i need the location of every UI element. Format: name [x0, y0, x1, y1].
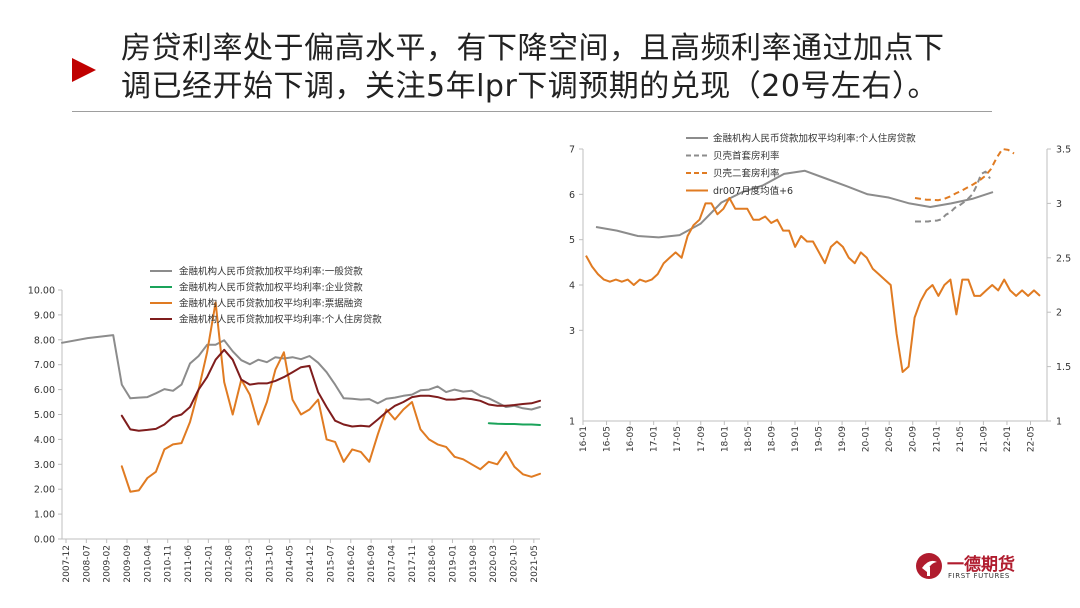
x-tick-label: 2021-05 — [530, 545, 540, 583]
left-tick-label: 5 — [569, 235, 575, 246]
title-arrow-icon — [72, 58, 96, 82]
x-tick-label: 2016-02 — [347, 545, 357, 583]
x-tick-label: 17-09 — [697, 426, 707, 452]
series-line-1 — [61, 334, 541, 411]
legend-label: 贝壳二套房利率 — [713, 168, 780, 180]
x-tick-label: 22-01 — [1003, 426, 1013, 452]
title-divider — [72, 111, 992, 112]
logo-emblem-icon — [916, 553, 942, 579]
x-tick-label: 2011-06 — [184, 545, 194, 583]
x-tick-label: 21-05 — [956, 426, 966, 452]
x-tick-label: 2008-07 — [82, 545, 92, 583]
left-tick-label: 7 — [569, 145, 575, 156]
right-tick-label: 3.5 — [1056, 145, 1071, 156]
x-tick-label: 2013-03 — [245, 545, 255, 583]
series-line-1 — [595, 169, 994, 239]
y-tick-label: 3.00 — [34, 460, 55, 471]
x-tick-label: 2010-04 — [143, 545, 153, 583]
x-tick-label: 19-05 — [815, 426, 825, 452]
x-tick-label: 2013-10 — [265, 545, 275, 583]
right-tick-label: 3 — [1056, 199, 1062, 210]
left-tick-label: 4 — [569, 281, 575, 292]
x-tick-label: 2020-10 — [509, 545, 519, 583]
x-tick-label: 2009-02 — [103, 545, 113, 583]
x-tick-label: 2012-08 — [225, 545, 235, 583]
x-tick-label: 17-01 — [650, 426, 660, 452]
right-tick-label: 2 — [1056, 308, 1062, 319]
x-tick-label: 2019-01 — [448, 545, 458, 583]
x-tick-label: 2016-09 — [367, 545, 377, 583]
y-tick-label: 1.00 — [34, 510, 55, 521]
x-tick-label: 2014-05 — [286, 545, 296, 583]
legend-label: 贝壳首套房利率 — [713, 150, 780, 162]
x-tick-label: 2014-12 — [306, 545, 316, 583]
title-line-2: 调已经开始下调，关注5年lpr下调预期的兑现（20号左右）。 — [121, 69, 938, 104]
x-tick-label: 2010-11 — [164, 545, 174, 583]
legend-label: 金融机构人民币贷款加权平均利率:票据融资 — [179, 298, 363, 310]
x-tick-label: 2009-09 — [123, 545, 133, 583]
logo-text-cn: 一德期货 — [947, 555, 1015, 575]
legend-label: 金融机构人民币贷款加权平均利率:个人住房贷款 — [713, 133, 916, 145]
x-tick-label: 16-09 — [626, 426, 636, 452]
left-tick-label: 3 — [569, 326, 575, 337]
page-title: 房贷利率处于偏高水平，有下降空间，且高频利率通过加点下 调已经开始下调，关注5年… — [121, 30, 1021, 106]
left-tick-label: 1 — [569, 417, 575, 428]
x-tick-label: 18-01 — [720, 426, 730, 452]
x-tick-label: 21-01 — [932, 426, 942, 452]
x-tick-label: 19-01 — [791, 426, 801, 452]
x-tick-label: 20-01 — [862, 426, 872, 452]
y-tick-label: 6.00 — [34, 385, 55, 396]
legend-label: dr007月度均值+6 — [713, 185, 793, 197]
x-tick-label: 18-09 — [767, 426, 777, 452]
x-tick-label: 2017-11 — [408, 545, 418, 583]
series-line-3 — [914, 148, 1015, 202]
series-line-4 — [585, 197, 1041, 373]
x-tick-label: 2015-07 — [326, 545, 336, 583]
x-tick-label: 2018-06 — [428, 545, 438, 583]
y-tick-label: 7.00 — [34, 360, 55, 371]
series-line-3 — [120, 301, 541, 493]
x-tick-label: 18-05 — [744, 426, 754, 452]
x-tick-label: 16-01 — [579, 426, 589, 452]
legend-label: 金融机构人民币贷款加权平均利率:个人住房贷款 — [179, 314, 382, 326]
right-tick-label: 2.5 — [1056, 253, 1071, 264]
legend-label: 金融机构人民币贷款加权平均利率:一般贷款 — [179, 266, 363, 278]
right-tick-label: 1 — [1056, 417, 1062, 428]
series-line-2 — [487, 422, 541, 426]
title-line-1: 房贷利率处于偏高水平，有下降空间，且高频利率通过加点下 — [121, 31, 945, 66]
x-tick-label: 22-05 — [1027, 426, 1037, 452]
y-tick-label: 10.00 — [28, 286, 55, 297]
y-tick-label: 8.00 — [34, 335, 55, 346]
x-tick-label: 16-05 — [603, 426, 613, 452]
legend-label: 金融机构人民币贷款加权平均利率:企业贷款 — [179, 282, 363, 294]
x-tick-label: 21-09 — [979, 426, 989, 452]
y-tick-label: 9.00 — [34, 310, 55, 321]
series-line-2 — [915, 170, 991, 223]
y-tick-label: 5.00 — [34, 410, 55, 421]
series-line-4 — [120, 348, 541, 432]
x-tick-label: 2012-01 — [204, 545, 214, 583]
y-tick-label: 2.00 — [34, 485, 55, 496]
x-tick-label: 2019-08 — [469, 545, 479, 583]
left-tick-label: 6 — [569, 190, 575, 201]
x-tick-label: 20-05 — [885, 426, 895, 452]
x-tick-label: 20-09 — [909, 426, 919, 452]
company-logo: 一德期货 FIRST FUTURES — [915, 548, 1025, 588]
right-tick-label: 1.5 — [1056, 362, 1071, 373]
x-tick-label: 17-05 — [673, 426, 683, 452]
x-tick-label: 2020-03 — [489, 545, 499, 583]
x-tick-label: 2007-12 — [62, 545, 72, 583]
logo-text-en: FIRST FUTURES — [948, 572, 1010, 580]
y-tick-label: 4.00 — [34, 435, 55, 446]
x-tick-label: 19-09 — [838, 426, 848, 452]
x-tick-label: 2017-04 — [387, 545, 397, 583]
y-tick-label: 0.00 — [34, 535, 55, 546]
